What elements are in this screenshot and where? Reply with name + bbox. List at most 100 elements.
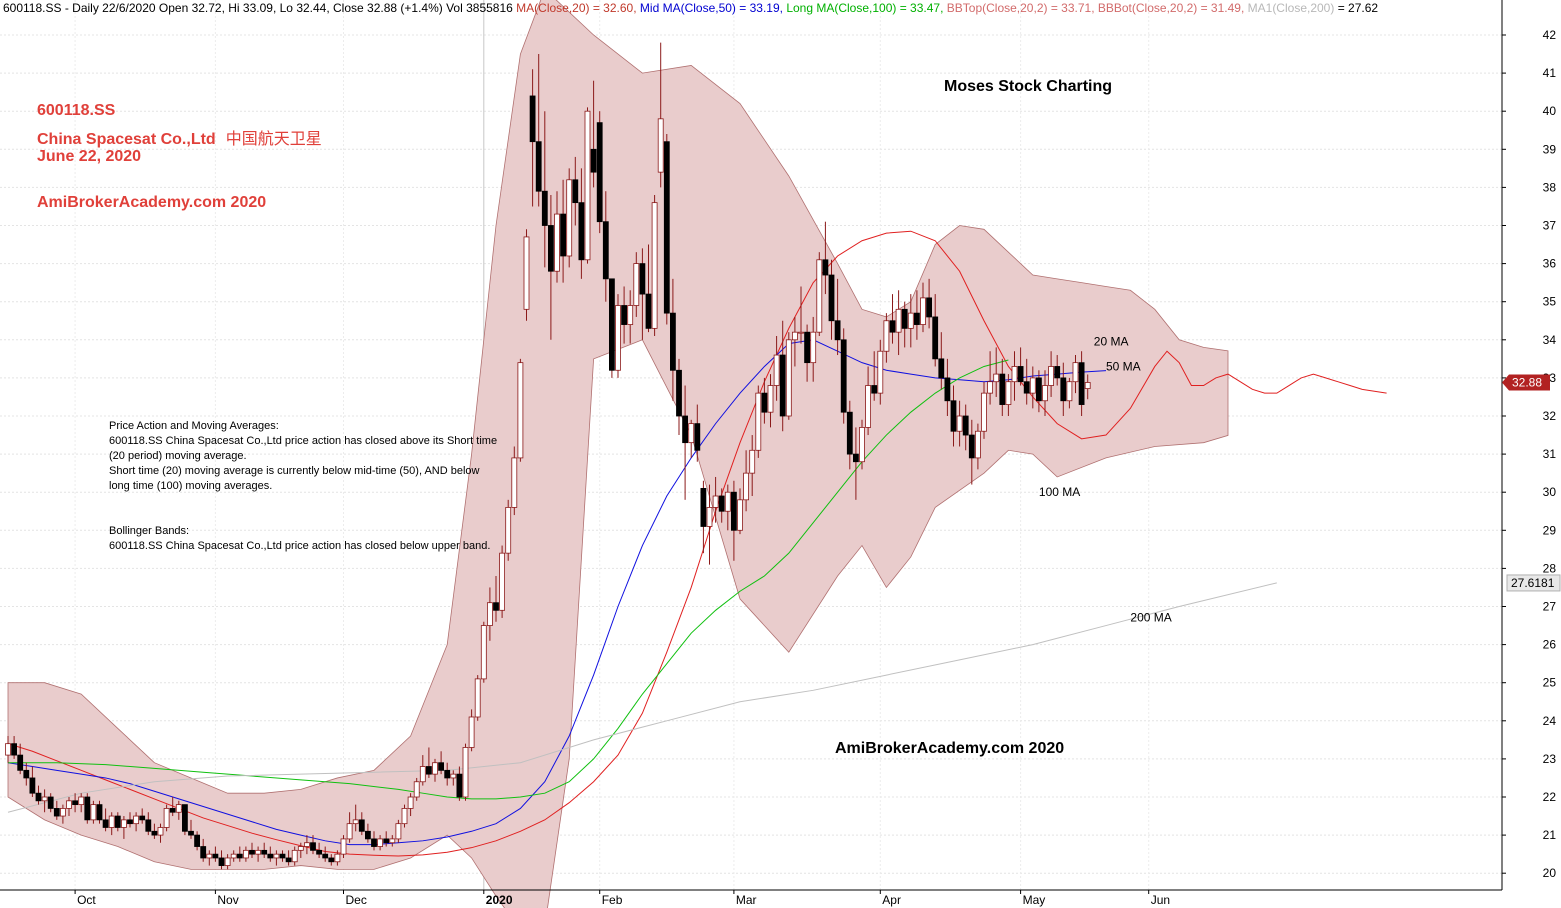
- candle-body: [23, 769, 30, 779]
- candle-body: [529, 95, 536, 143]
- candle: [96, 800, 103, 824]
- candle-body: [139, 815, 146, 821]
- x-tick-label: 2020: [486, 893, 513, 907]
- candle-body: [907, 312, 914, 329]
- candle: [127, 812, 133, 828]
- candle-body: [596, 122, 603, 223]
- candle: [511, 446, 518, 516]
- candle-body: [29, 777, 36, 794]
- candle-body: [175, 804, 182, 813]
- candle-body: [859, 427, 865, 463]
- candle-body: [761, 392, 768, 413]
- candle: [486, 587, 493, 641]
- candle: [389, 835, 396, 847]
- candle-body: [773, 354, 780, 386]
- candle: [230, 850, 237, 862]
- candle: [810, 316, 817, 382]
- y-tick-label: 39: [1543, 142, 1557, 156]
- candle: [682, 385, 688, 500]
- candle-body: [926, 297, 932, 318]
- candle-body: [401, 808, 408, 825]
- candle: [1023, 358, 1030, 405]
- candle: [493, 576, 499, 622]
- y-tick-label: 26: [1543, 638, 1557, 652]
- candle: [584, 107, 591, 264]
- candle-body: [474, 678, 481, 718]
- candle: [261, 842, 268, 858]
- candle-body: [157, 827, 164, 836]
- candle: [792, 316, 798, 367]
- candle-body: [956, 415, 963, 432]
- candle-body: [895, 308, 902, 333]
- candle-body: [53, 808, 60, 817]
- candle-body: [47, 796, 54, 809]
- ma-labels: 20 MA 50 MA 100 MA 200 MA: [1039, 335, 1172, 625]
- candle-body: [670, 312, 676, 371]
- candle: [456, 766, 463, 801]
- candle: [541, 111, 548, 268]
- candle: [84, 793, 91, 824]
- x-tick-label: Mar: [736, 893, 757, 907]
- candle-body: [261, 849, 268, 855]
- candle: [956, 400, 963, 447]
- candle-body: [297, 846, 304, 851]
- candle-body: [706, 507, 713, 527]
- candle-body: [840, 339, 847, 413]
- candle-body: [535, 141, 542, 192]
- ma200-line: [7, 582, 1277, 813]
- candle: [212, 846, 219, 862]
- candle: [1066, 377, 1073, 409]
- candle: [657, 42, 664, 188]
- candle-body: [993, 373, 1000, 383]
- candle-body: [1078, 362, 1085, 405]
- candle-body: [755, 392, 762, 451]
- candle-body: [358, 819, 365, 832]
- close-price-tag: [1502, 374, 1550, 391]
- candle: [877, 339, 884, 405]
- candle: [334, 850, 341, 866]
- candle-body: [1048, 366, 1054, 386]
- candle: [609, 278, 615, 378]
- candle-body: [114, 815, 121, 828]
- candle-body: [346, 823, 353, 840]
- candle-body: [639, 263, 646, 295]
- candle-body: [731, 491, 737, 531]
- candle: [505, 499, 512, 561]
- candle-body: [255, 849, 262, 855]
- candle-body: [975, 430, 981, 459]
- y-tick-label: 25: [1543, 676, 1557, 690]
- candle-body: [121, 819, 127, 828]
- candle-body: [1017, 366, 1024, 383]
- candle: [1042, 370, 1048, 416]
- candle-body: [1084, 382, 1091, 389]
- candle: [352, 804, 359, 832]
- candle-body: [340, 838, 347, 855]
- candle-body: [41, 796, 48, 802]
- candle-body: [700, 487, 707, 527]
- ma50-line: [7, 339, 1107, 846]
- candle: [291, 846, 298, 866]
- candle-body: [633, 263, 640, 306]
- candle-body: [828, 274, 835, 322]
- candle-body: [865, 385, 871, 428]
- candle: [267, 846, 274, 862]
- candle: [578, 168, 585, 279]
- candle: [322, 846, 329, 862]
- candle: [358, 812, 365, 836]
- candle-body: [364, 830, 371, 840]
- candle: [133, 812, 140, 832]
- candle-body: [505, 507, 512, 554]
- candle-body: [273, 853, 280, 859]
- candle: [102, 808, 109, 832]
- candle-body: [230, 853, 237, 859]
- candle: [419, 755, 426, 786]
- candle-body: [90, 804, 97, 821]
- candle-body: [944, 377, 951, 402]
- header-ma20: MA(Close,20) = 32.60,: [516, 1, 637, 15]
- candle-body: [395, 823, 402, 840]
- candle: [834, 278, 841, 356]
- candle: [249, 842, 255, 858]
- candle-body: [133, 815, 140, 825]
- company-name-cn: 中国航天卫星: [225, 131, 322, 148]
